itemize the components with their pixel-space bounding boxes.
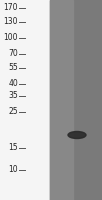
Text: 130: 130 [3,18,18,26]
Bar [0,0,50,200]
Text: 55: 55 [8,64,18,72]
Text: 10: 10 [8,166,18,174]
Text: 25: 25 [8,108,18,116]
Text: 70: 70 [8,49,18,58]
Bar [50,0,73,200]
Text: 35: 35 [8,92,18,100]
Bar [50,0,102,200]
Text: 40: 40 [8,79,18,88]
Text: 170: 170 [3,3,18,12]
Text: 100: 100 [3,33,18,43]
Ellipse shape [68,132,86,138]
Text: 15: 15 [8,144,18,152]
